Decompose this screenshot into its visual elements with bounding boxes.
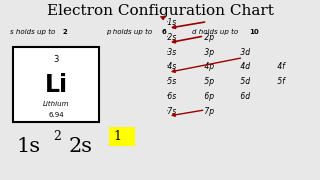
Text: 1s: 1s xyxy=(16,137,40,156)
Text: 2: 2 xyxy=(53,130,61,143)
Text: ·5s: ·5s xyxy=(165,77,176,86)
Text: 4f: 4f xyxy=(275,62,285,71)
Text: 2: 2 xyxy=(62,29,67,35)
Text: 10: 10 xyxy=(250,29,259,35)
Text: ·2s: ·2s xyxy=(165,33,176,42)
Text: 6.94: 6.94 xyxy=(48,112,64,118)
Text: Electron Configuration Chart: Electron Configuration Chart xyxy=(47,4,273,18)
Text: 1: 1 xyxy=(114,130,122,143)
Text: 6d: 6d xyxy=(238,92,251,101)
Text: 6: 6 xyxy=(162,29,166,35)
Text: ·1s: ·1s xyxy=(165,18,176,27)
Text: 5f: 5f xyxy=(275,77,285,86)
Text: 4p: 4p xyxy=(202,62,214,71)
Text: 2p: 2p xyxy=(202,33,214,42)
Text: d holds up to: d holds up to xyxy=(192,29,240,35)
Text: Lithium: Lithium xyxy=(43,101,69,107)
Text: s holds up to: s holds up to xyxy=(10,29,57,35)
Text: ·7s: ·7s xyxy=(165,107,176,116)
Text: 4d: 4d xyxy=(238,62,251,71)
Text: ·6s: ·6s xyxy=(165,92,176,101)
Text: Li: Li xyxy=(44,73,68,97)
Text: 6p: 6p xyxy=(202,92,214,101)
Text: 5p: 5p xyxy=(202,77,214,86)
Text: 7p: 7p xyxy=(202,107,214,116)
Text: 3d: 3d xyxy=(238,48,251,57)
Bar xyxy=(13,47,99,122)
Text: 5d: 5d xyxy=(238,77,251,86)
Text: ·3s: ·3s xyxy=(165,48,176,57)
Text: 3p: 3p xyxy=(202,48,214,57)
Text: ·4s: ·4s xyxy=(165,62,176,71)
FancyBboxPatch shape xyxy=(109,127,135,146)
Text: 3: 3 xyxy=(53,55,59,64)
Text: 2s: 2s xyxy=(69,137,93,156)
Text: p holds up to: p holds up to xyxy=(106,29,154,35)
